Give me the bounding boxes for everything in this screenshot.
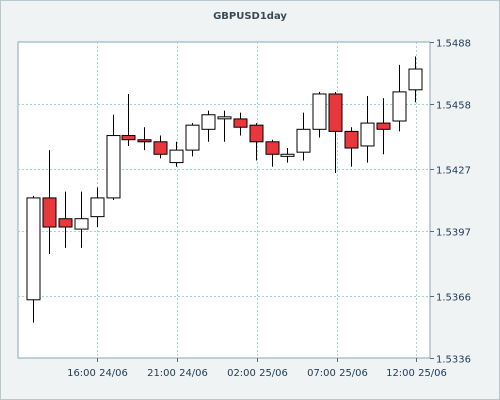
- grid-lines: [18, 42, 430, 358]
- candle-body-down: [249, 124, 264, 143]
- candle: [328, 91, 343, 173]
- candle: [249, 123, 264, 161]
- candle: [26, 195, 41, 323]
- candle: [90, 187, 105, 228]
- candle: [344, 127, 359, 167]
- candle: [58, 191, 73, 248]
- candle: [296, 112, 311, 161]
- candle: [312, 91, 327, 138]
- candle-body-up: [280, 153, 295, 157]
- candle-body-up: [217, 116, 232, 120]
- candle: [121, 93, 136, 146]
- candle: [169, 141, 184, 167]
- candle: [376, 98, 391, 155]
- candle-body-up: [296, 128, 311, 153]
- candle-body-down: [58, 218, 73, 228]
- candles: [26, 56, 423, 323]
- candle: [185, 123, 200, 157]
- candle: [408, 56, 423, 103]
- candle-body-up: [74, 218, 89, 230]
- candle: [392, 64, 407, 132]
- y-tick-label: 1.5336: [436, 355, 471, 366]
- candle-body-up: [26, 197, 41, 301]
- candle-body-down: [233, 118, 248, 128]
- y-tick-label: 1.5488: [436, 39, 471, 50]
- y-tick-label: 1.5397: [436, 228, 471, 239]
- candle-body-down: [265, 141, 280, 155]
- candle: [42, 150, 57, 255]
- candle: [106, 114, 121, 200]
- x-tick-label: 16:00 24/06: [67, 368, 128, 379]
- y-tick-label: 1.5427: [436, 166, 471, 177]
- y-tick-label: 1.5366: [436, 293, 471, 304]
- candle: [153, 135, 168, 159]
- x-tick-label: 12:00 25/06: [386, 368, 447, 379]
- candle: [233, 112, 248, 136]
- candle: [280, 148, 295, 163]
- candle-body-down: [42, 197, 57, 228]
- candle-body-down: [153, 141, 168, 155]
- y-tick-label: 1.5458: [436, 101, 471, 112]
- candle-body-down: [328, 93, 343, 132]
- candle-body-down: [121, 135, 136, 141]
- candle: [74, 191, 89, 248]
- candle-body-up: [106, 135, 121, 199]
- x-tick-label: 07:00 25/06: [307, 368, 368, 379]
- candle-body-up: [169, 149, 184, 164]
- candle: [360, 96, 375, 163]
- candle: [201, 110, 216, 142]
- candle-body-up: [185, 124, 200, 151]
- plot-area: [17, 41, 431, 359]
- candle: [137, 127, 152, 151]
- candle-body-up: [408, 68, 423, 91]
- axes: 1.5488 1.5458 1.5427 1.5397 1.5366 1.5336 16:0…: [67, 39, 471, 380]
- candle-body-down: [137, 139, 152, 143]
- chart-title: GBPUSD1day: [213, 11, 287, 22]
- candle-body-up: [90, 197, 105, 218]
- candle: [265, 139, 280, 167]
- candle: [217, 110, 232, 142]
- candle-body-up: [201, 114, 216, 130]
- x-tick-label: 21:00 24/06: [147, 368, 208, 379]
- candle-body-down: [344, 130, 359, 149]
- x-tick-label: 02:00 25/06: [227, 368, 288, 379]
- candle-body-up: [360, 122, 375, 147]
- candle-body-up: [392, 91, 407, 122]
- candle-body-down: [376, 122, 391, 130]
- candle-body-up: [312, 93, 327, 130]
